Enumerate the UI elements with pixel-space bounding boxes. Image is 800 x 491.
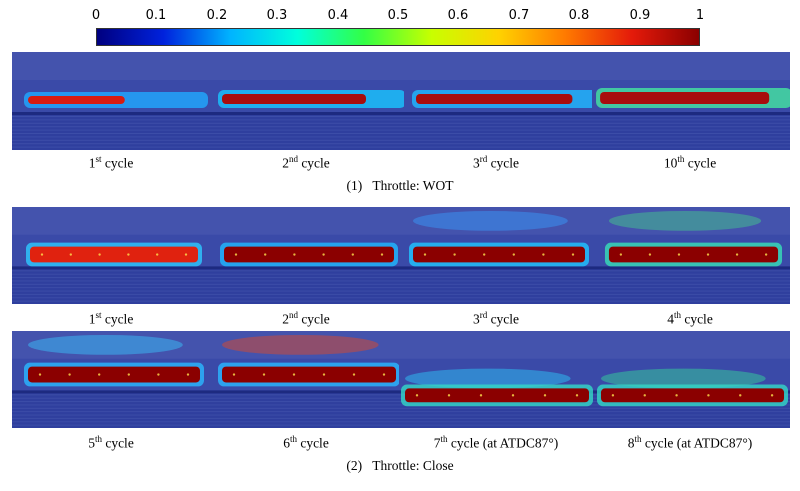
colorbar-tick: 0.4: [327, 8, 349, 23]
colorbar-tick: 0.5: [387, 8, 409, 23]
colorbar-tick: 0.2: [206, 8, 228, 23]
colorbar-tick: 1: [695, 8, 705, 23]
colorbar-tick: 0.6: [447, 8, 469, 23]
image-panel: [12, 52, 208, 150]
colorbar: [96, 28, 700, 46]
panel-caption: 10th cycle: [663, 154, 717, 171]
panel-caption: 2nd cycle: [282, 310, 330, 327]
panel-caption: 7th cycle (at ATDC87°): [433, 434, 559, 451]
panel-caption: 4th cycle: [667, 310, 713, 327]
intensity-map: [404, 52, 600, 150]
colorbar-tick: 0.7: [508, 8, 530, 23]
colorbar-tick: 0.9: [629, 8, 651, 23]
image-panel: [12, 331, 208, 428]
intensity-map: [595, 331, 790, 428]
image-panel: [592, 52, 790, 150]
image-panel: [399, 331, 595, 428]
colorbar-tick: 0.1: [145, 8, 167, 23]
panel-caption: 2nd cycle: [282, 154, 330, 171]
intensity-map: [399, 207, 595, 304]
panel-caption: 6th cycle: [283, 434, 329, 451]
colorbar-tick: 0.3: [266, 8, 288, 23]
section-caption: (2) Throttle: Close: [346, 458, 454, 473]
panel-caption: 3rd cycle: [472, 154, 520, 171]
image-panel: [208, 207, 404, 304]
section-caption: (1) Throttle: WOT: [346, 178, 454, 193]
image-panel: [208, 52, 404, 150]
intensity-map: [12, 331, 208, 428]
colorbar-tick: 0.8: [568, 8, 590, 23]
image-panel: [404, 52, 600, 150]
intensity-map: [595, 207, 790, 304]
panel-caption: 1st cycle: [88, 154, 134, 171]
intensity-map: [208, 52, 404, 150]
intensity-map: [12, 52, 208, 150]
panel-caption: 3rd cycle: [472, 310, 520, 327]
intensity-map: [208, 207, 404, 304]
intensity-map: [12, 207, 208, 304]
image-panel: [595, 331, 790, 428]
image-panel: [399, 207, 595, 304]
intensity-map: [592, 52, 790, 150]
panel-caption: 8th cycle (at ATDC87°): [627, 434, 753, 451]
intensity-map: [208, 331, 404, 428]
image-panel: [595, 207, 790, 304]
panel-caption: 5th cycle: [88, 434, 134, 451]
intensity-map: [399, 331, 595, 428]
image-panel: [12, 207, 208, 304]
panel-caption: 1st cycle: [88, 310, 134, 327]
image-panel: [208, 331, 404, 428]
colorbar-tick: 0: [91, 8, 101, 23]
